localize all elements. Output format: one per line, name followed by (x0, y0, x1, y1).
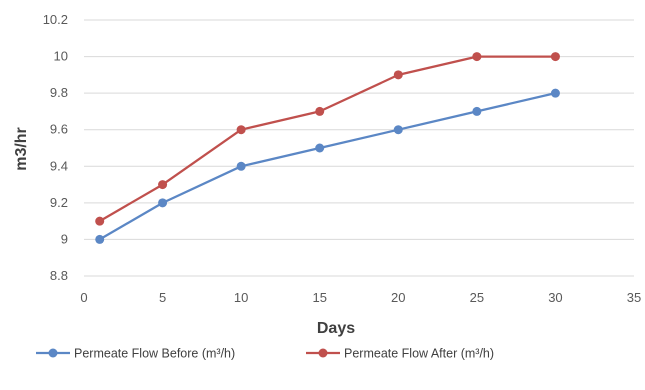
data-point (95, 216, 105, 226)
x-tick-label: 5 (159, 290, 166, 305)
y-axis-title: m3/hr (13, 127, 30, 171)
y-tick-label: 9 (61, 231, 68, 246)
legend-item-1: Permeate Flow Before (m³/h) (36, 347, 235, 361)
data-point (315, 143, 325, 153)
legend-label: Permeate Flow Before (m³/h) (74, 347, 235, 361)
y-tick-label: 9.4 (50, 158, 68, 173)
y-tick-label: 10.2 (43, 12, 68, 27)
data-point (315, 106, 325, 116)
x-tick-label: 35 (627, 290, 641, 305)
series-group (95, 52, 560, 244)
x-tick-label: 10 (234, 290, 248, 305)
series-2 (95, 52, 560, 226)
series-line (99, 55, 556, 223)
legend-item-2: Permeate Flow After (m³/h) (306, 347, 494, 361)
x-tick-label: 30 (548, 290, 562, 305)
data-point (158, 198, 168, 208)
y-tick-label: 9.2 (50, 195, 68, 210)
y-axis-tick-labels: 8.8 9 9.2 9.4 9.6 9.8 10 10.2 (43, 12, 68, 283)
legend: Permeate Flow Before (m³/h) Permeate Flow… (36, 347, 494, 361)
data-point (393, 125, 403, 135)
data-point (550, 52, 560, 62)
data-point (236, 161, 246, 171)
data-point (550, 88, 560, 98)
x-tick-label: 15 (312, 290, 326, 305)
legend-marker (48, 348, 58, 358)
data-point (472, 106, 482, 116)
y-tick-label: 10 (54, 49, 68, 64)
series-1 (95, 88, 560, 244)
x-tick-label: 20 (391, 290, 405, 305)
data-point (472, 52, 482, 62)
y-tick-label: 8.8 (50, 268, 68, 283)
x-tick-label: 25 (470, 290, 484, 305)
legend-marker (318, 348, 328, 358)
data-point (95, 234, 105, 244)
y-tick-label: 9.8 (50, 85, 68, 100)
y-tick-label: 9.6 (50, 122, 68, 137)
x-tick-label: 0 (80, 290, 87, 305)
legend-label: Permeate Flow After (m³/h) (344, 347, 494, 361)
data-point (158, 180, 168, 190)
data-point (393, 70, 403, 80)
x-axis-tick-labels: 0 5 10 15 20 25 30 35 (80, 290, 641, 305)
data-point (236, 125, 246, 135)
x-axis-title: Days (317, 320, 355, 337)
